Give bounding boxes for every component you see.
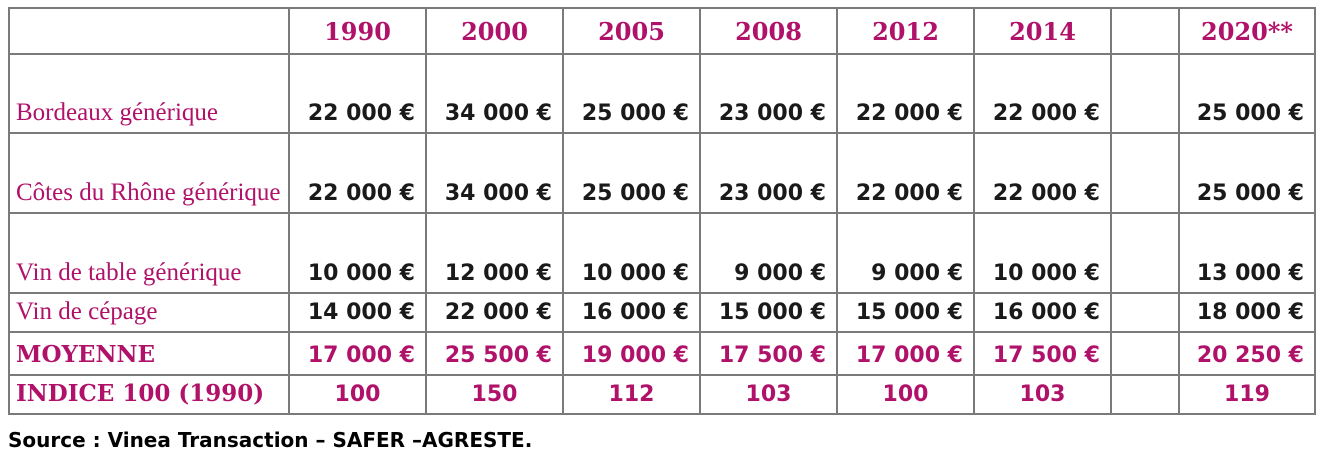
table-cell: 17 500 € xyxy=(973,331,1112,376)
table-cell: 15 000 € xyxy=(836,292,975,333)
table-row: Côtes du Rhône générique 22 000 € 34 000… xyxy=(8,132,1316,214)
table-cell xyxy=(1110,53,1180,134)
table-cell: 100 xyxy=(836,374,975,415)
table-cell: 34 000 € xyxy=(425,132,564,214)
header-corner xyxy=(8,7,290,55)
table-cell xyxy=(1110,132,1180,214)
header-year: 2020** xyxy=(1178,7,1316,55)
table-cell: 119 xyxy=(1178,374,1316,415)
table-cell: 18 000 € xyxy=(1178,292,1316,333)
price-table: 1990 2000 2005 2008 2012 2014 2020** Bor… xyxy=(8,7,1316,415)
table-cell: 103 xyxy=(973,374,1112,415)
table-cell: 100 xyxy=(288,374,427,415)
header-year: 2008 xyxy=(699,7,838,55)
table-cell: 25 000 € xyxy=(1178,132,1316,214)
table-cell xyxy=(1110,374,1180,415)
table-cell: 150 xyxy=(425,374,564,415)
table-cell: 16 000 € xyxy=(562,292,701,333)
row-label: Vin de table générique xyxy=(8,212,290,294)
table-cell: 25 000 € xyxy=(562,132,701,214)
table-cell: 22 000 € xyxy=(288,53,427,134)
row-label: Côtes du Rhône générique xyxy=(8,132,290,214)
header-row: 1990 2000 2005 2008 2012 2014 2020** xyxy=(8,7,1316,55)
table-cell: 22 000 € xyxy=(973,132,1112,214)
table-cell: 15 000 € xyxy=(699,292,838,333)
index-row: INDICE 100 (1990) 100 150 112 103 100 10… xyxy=(8,374,1316,415)
table-cell xyxy=(1110,212,1180,294)
row-label: Bordeaux générique xyxy=(8,53,290,134)
table-cell: 25 000 € xyxy=(1178,53,1316,134)
table-cell xyxy=(1110,292,1180,333)
table-cell: 10 000 € xyxy=(288,212,427,294)
table-cell: 10 000 € xyxy=(973,212,1112,294)
table-cell xyxy=(1110,331,1180,376)
source-note: Source : Vinea Transaction – SAFER –AGRE… xyxy=(8,428,533,452)
table-row: Bordeaux générique 22 000 € 34 000 € 25 … xyxy=(8,53,1316,134)
table-cell: 25 500 € xyxy=(425,331,564,376)
header-year: 2012 xyxy=(836,7,975,55)
table-cell: 23 000 € xyxy=(699,132,838,214)
table-cell: 25 000 € xyxy=(562,53,701,134)
table-cell: 23 000 € xyxy=(699,53,838,134)
header-year: 2005 xyxy=(562,7,701,55)
header-year: 2014 xyxy=(973,7,1112,55)
header-year: 1990 xyxy=(288,7,427,55)
table-cell: 17 000 € xyxy=(288,331,427,376)
table-cell: 22 000 € xyxy=(425,292,564,333)
table-row: Vin de cépage 14 000 € 22 000 € 16 000 €… xyxy=(8,292,1316,333)
table-cell: 14 000 € xyxy=(288,292,427,333)
table-cell: 19 000 € xyxy=(562,331,701,376)
table-cell: 22 000 € xyxy=(836,132,975,214)
table-cell: 9 000 € xyxy=(836,212,975,294)
table-cell: 34 000 € xyxy=(425,53,564,134)
table-cell: 16 000 € xyxy=(973,292,1112,333)
header-year xyxy=(1110,7,1180,55)
table-row: Vin de table générique 10 000 € 12 000 €… xyxy=(8,212,1316,294)
table-cell: 17 000 € xyxy=(836,331,975,376)
table-cell: 20 250 € xyxy=(1178,331,1316,376)
table-cell: 13 000 € xyxy=(1178,212,1316,294)
table-cell: 103 xyxy=(699,374,838,415)
table-cell: 22 000 € xyxy=(973,53,1112,134)
row-label: MOYENNE xyxy=(8,331,290,376)
row-label: Vin de cépage xyxy=(8,292,290,333)
average-row: MOYENNE 17 000 € 25 500 € 19 000 € 17 50… xyxy=(8,331,1316,376)
table-cell: 22 000 € xyxy=(288,132,427,214)
table-cell: 10 000 € xyxy=(562,212,701,294)
table-cell: 9 000 € xyxy=(699,212,838,294)
row-label: INDICE 100 (1990) xyxy=(8,374,290,415)
table-cell: 12 000 € xyxy=(425,212,564,294)
table-cell: 112 xyxy=(562,374,701,415)
table-cell: 22 000 € xyxy=(836,53,975,134)
table-cell: 17 500 € xyxy=(699,331,838,376)
header-year: 2000 xyxy=(425,7,564,55)
